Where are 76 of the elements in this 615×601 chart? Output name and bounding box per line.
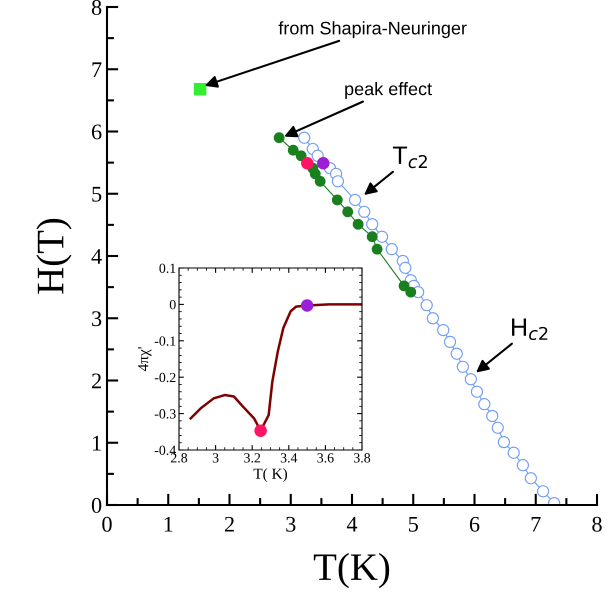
- y-tick-label: 4: [91, 249, 102, 264]
- point: [426, 312, 439, 324]
- point: [298, 132, 310, 144]
- x-tick-label: 4: [346, 516, 358, 532]
- point: [342, 206, 354, 218]
- point: [301, 156, 314, 170]
- point: [288, 144, 299, 156]
- point: [492, 422, 504, 434]
- point: [420, 299, 433, 312]
- point: [296, 150, 307, 162]
- point: [386, 243, 398, 256]
- x-tick-label: 2.8: [170, 453, 188, 463]
- annotation: T$_{c2}$: [392, 146, 427, 168]
- point: [536, 485, 550, 498]
- x-tick-label: 2: [224, 516, 234, 532]
- point: [274, 132, 285, 144]
- point: [194, 82, 206, 96]
- point: [348, 194, 362, 206]
- point: [450, 348, 463, 360]
- point: [314, 176, 326, 187]
- point: [366, 218, 378, 230]
- y-tick-label: -0.4: [154, 446, 176, 456]
- y-tick-label: 2: [92, 373, 101, 388]
- annotation: from Shapira-Neuringer: [278, 21, 467, 38]
- x-tick-label: 3: [286, 516, 296, 532]
- point: [486, 410, 498, 422]
- point: [366, 231, 378, 242]
- x-tick-label: 5: [408, 516, 418, 532]
- x-tick-label: 3.2: [244, 453, 260, 463]
- point: [516, 459, 529, 472]
- point: [478, 398, 490, 410]
- y-tick-label: 0.1: [159, 264, 176, 274]
- x-tick-label: 3.4: [280, 453, 298, 463]
- point: [372, 244, 383, 255]
- annotation: peak effect: [345, 82, 432, 99]
- y-tick-label: 8: [92, 0, 102, 15]
- point: [332, 194, 343, 206]
- y-tick-label: 6: [92, 124, 102, 140]
- x-tick-label: 3.6: [317, 453, 334, 463]
- point: [464, 373, 477, 386]
- y-tick-label: 3: [92, 311, 102, 326]
- y-tick-label: 5: [92, 186, 102, 202]
- point: [398, 280, 410, 292]
- point: [437, 324, 450, 336]
- point: [508, 446, 520, 459]
- y-axis-title: H(T): [36, 218, 72, 294]
- x-tick-label: 6: [470, 516, 480, 532]
- y-tick-label: 0: [92, 498, 102, 513]
- point: [524, 472, 537, 484]
- y-tick-label: -0.2: [154, 372, 176, 382]
- point: [376, 230, 388, 243]
- x-tick-label: 3.8: [354, 453, 370, 463]
- point: [470, 386, 484, 398]
- point: [444, 336, 456, 348]
- point: [316, 156, 330, 170]
- y-tick-label: -0.1: [154, 336, 176, 346]
- point: [456, 360, 469, 373]
- annotation: H$_{c2}$: [512, 318, 548, 340]
- x-axis-title: T(K): [314, 552, 390, 588]
- y-tick-label: -0.3: [154, 409, 176, 419]
- point: [310, 168, 321, 180]
- point: [399, 262, 412, 274]
- point: [405, 286, 416, 298]
- y-tick-label: 1: [92, 436, 101, 450]
- x-tick-label: 7: [532, 516, 541, 532]
- point: [352, 218, 364, 230]
- x-tick-label: 0: [102, 516, 112, 532]
- x-tick-label: 3: [212, 453, 219, 463]
- y-tick-label: 0: [170, 300, 176, 310]
- y-tick-label: 7: [92, 62, 102, 77]
- point: [358, 206, 370, 218]
- x-tick-label: 8: [592, 516, 602, 532]
- x-axis-title: T( K): [254, 468, 288, 482]
- point: [498, 436, 510, 448]
- point: [332, 175, 344, 188]
- y-axis-title: 4πχ': [138, 347, 152, 372]
